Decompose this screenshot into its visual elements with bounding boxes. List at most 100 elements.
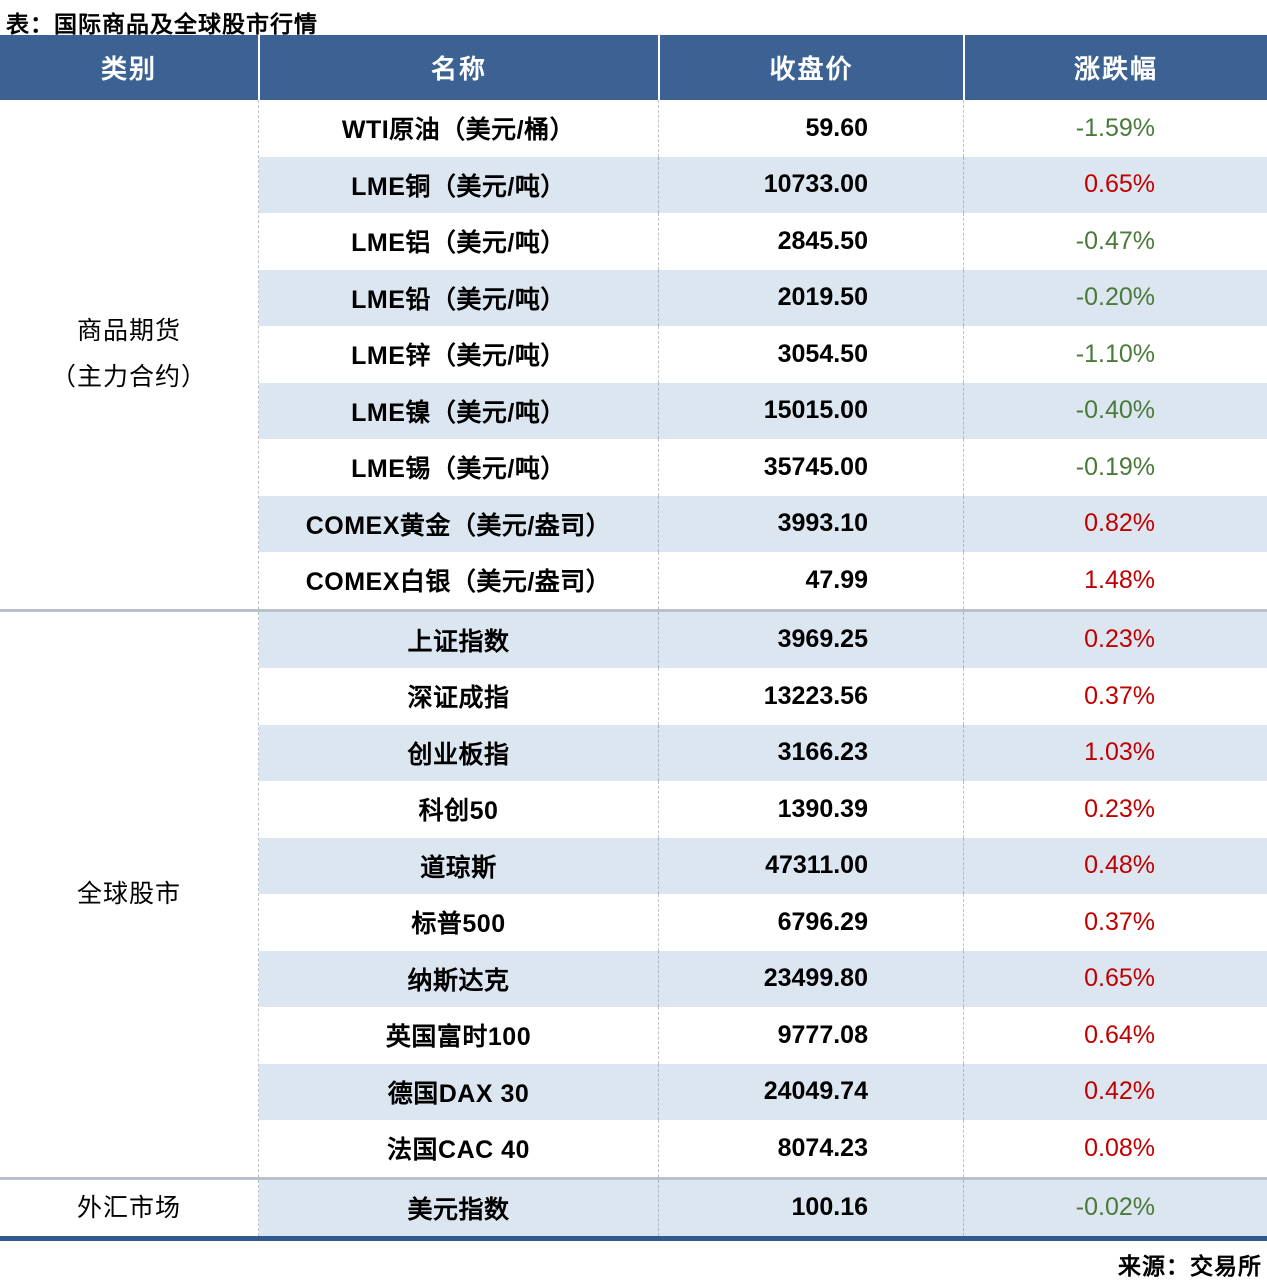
change-cell: -0.20%: [963, 269, 1267, 326]
table-row: 纳斯达克 23499.80 0.65%: [259, 950, 1267, 1007]
table-row: 标普500 6796.29 0.37%: [259, 894, 1267, 951]
close-price-cell: 24049.74: [658, 1063, 963, 1120]
table-row: LME锡（美元/吨） 35745.00 -0.19%: [259, 439, 1267, 496]
category-group: 外汇市场 美元指数 100.16 -0.02%: [0, 1176, 1267, 1236]
close-price-cell: 8074.23: [658, 1120, 963, 1177]
table-row: 德国DAX 30 24049.74 0.42%: [259, 1063, 1267, 1120]
change-cell: 0.23%: [963, 781, 1267, 838]
change-cell: 0.82%: [963, 495, 1267, 552]
name-cell: 美元指数: [407, 1195, 510, 1224]
name-cell: 科创50: [418, 797, 499, 826]
close-price-cell: 6796.29: [658, 894, 963, 951]
close-price-cell: 9777.08: [658, 1007, 963, 1064]
category-group: 商品期货 （主力合约） WTI原油（美元/桶） 59.60 -1.59% LME铜…: [0, 100, 1267, 609]
change-cell: 0.64%: [963, 1007, 1267, 1064]
close-price-cell: 35745.00: [658, 439, 963, 496]
table-row: LME铜（美元/吨） 10733.00 0.65%: [259, 156, 1267, 213]
table-header-row: 类别 名称 收盘价 涨跌幅: [0, 35, 1267, 100]
table-row: 创业板指 3166.23 1.03%: [259, 724, 1267, 781]
change-cell: 0.65%: [963, 156, 1267, 213]
table-row: 美元指数 100.16 -0.02%: [259, 1179, 1267, 1236]
name-cell: 上证指数: [407, 627, 510, 656]
close-price-cell: 1390.39: [658, 781, 963, 838]
change-cell: 0.37%: [963, 894, 1267, 951]
table-row: COMEX白银（美元/盎司） 47.99 1.48%: [259, 552, 1267, 609]
table-row: 道琼斯 47311.00 0.48%: [259, 837, 1267, 894]
column-header-close-price: 收盘价: [658, 35, 963, 100]
table-row: 英国富时100 9777.08 0.64%: [259, 1007, 1267, 1064]
category-label-line: 全球股市: [76, 879, 181, 908]
name-cell: LME铜（美元/吨）: [351, 172, 566, 201]
column-header-change: 涨跌幅: [963, 35, 1267, 100]
change-cell: -0.40%: [963, 382, 1267, 439]
change-cell: 1.48%: [963, 552, 1267, 609]
name-cell: 创业板指: [407, 740, 510, 769]
change-cell: -1.59%: [963, 100, 1267, 157]
close-price-cell: 13223.56: [658, 668, 963, 725]
change-cell: 0.42%: [963, 1063, 1267, 1120]
table-row: 法国CAC 40 8074.23 0.08%: [259, 1120, 1267, 1177]
name-cell: 道琼斯: [420, 853, 497, 882]
source-note: 来源：交易所: [1118, 1253, 1262, 1279]
close-price-cell: 3166.23: [658, 724, 963, 781]
close-price-cell: 23499.80: [658, 950, 963, 1007]
name-cell: 纳斯达克: [407, 966, 510, 995]
name-cell: 德国DAX 30: [387, 1079, 530, 1108]
table-row: LME锌（美元/吨） 3054.50 -1.10%: [259, 326, 1267, 383]
category-label-line: 外汇市场: [76, 1193, 181, 1222]
change-cell: 0.37%: [963, 668, 1267, 725]
page-title: 表：国际商品及全球股市行情: [6, 11, 318, 37]
table-row: 上证指数 3969.25 0.23%: [259, 611, 1267, 668]
name-cell: 法国CAC 40: [387, 1136, 530, 1165]
category-label-line: （主力合约）: [50, 363, 207, 392]
table-row: COMEX黄金（美元/盎司） 3993.10 0.82%: [259, 495, 1267, 552]
change-cell: -0.47%: [963, 213, 1267, 270]
category-label-line: 商品期货: [76, 317, 181, 345]
close-price-cell: 10733.00: [658, 156, 963, 213]
close-price-cell: 2019.50: [658, 269, 963, 326]
table-row: 科创50 1390.39 0.23%: [259, 781, 1267, 838]
category-group: 全球股市 上证指数 3969.25 0.23% 深证成指 13223.56 0.…: [0, 608, 1267, 1177]
market-table: 类别 名称 收盘价 涨跌幅 商品期货 （主力合约） WTI原油（美元/桶） 59.…: [0, 35, 1267, 1241]
change-cell: 0.08%: [963, 1120, 1267, 1177]
name-cell: LME铅（美元/吨）: [351, 285, 566, 314]
table-row: LME铝（美元/吨） 2845.50 -0.47%: [259, 213, 1267, 270]
close-price-cell: 100.16: [658, 1179, 963, 1236]
name-cell: WTI原油（美元/桶）: [341, 116, 576, 145]
name-cell: 标普500: [411, 910, 506, 939]
change-cell: -0.19%: [963, 439, 1267, 496]
table-row: LME铅（美元/吨） 2019.50 -0.20%: [259, 269, 1267, 326]
table-body: 商品期货 （主力合约） WTI原油（美元/桶） 59.60 -1.59% LME铜…: [0, 100, 1267, 1236]
name-cell: 英国富时100: [385, 1023, 532, 1052]
close-price-cell: 47311.00: [658, 837, 963, 894]
name-cell: LME锌（美元/吨）: [351, 342, 566, 371]
group-rows: 美元指数 100.16 -0.02%: [258, 1179, 1267, 1236]
table-row: LME镍（美元/吨） 15015.00 -0.40%: [259, 382, 1267, 439]
category-cell: 商品期货 （主力合约）: [0, 100, 258, 609]
change-cell: 1.03%: [963, 724, 1267, 781]
group-rows: WTI原油（美元/桶） 59.60 -1.59% LME铜（美元/吨） 1073…: [258, 100, 1267, 609]
name-cell: LME锡（美元/吨）: [351, 455, 566, 484]
name-cell: COMEX黄金（美元/盎司）: [305, 511, 612, 540]
change-cell: 0.48%: [963, 837, 1267, 894]
column-header-name: 名称: [258, 35, 658, 100]
name-cell: COMEX白银（美元/盎司）: [305, 568, 612, 597]
close-price-cell: 47.99: [658, 552, 963, 609]
category-cell: 全球股市: [0, 611, 258, 1177]
close-price-cell: 3993.10: [658, 495, 963, 552]
change-cell: -0.02%: [963, 1179, 1267, 1236]
category-cell: 外汇市场: [0, 1179, 258, 1236]
table-row: WTI原油（美元/桶） 59.60 -1.59%: [259, 100, 1267, 157]
name-cell: LME铝（美元/吨）: [351, 229, 566, 258]
change-cell: 0.65%: [963, 950, 1267, 1007]
close-price-cell: 59.60: [658, 100, 963, 157]
close-price-cell: 3054.50: [658, 326, 963, 383]
close-price-cell: 15015.00: [658, 382, 963, 439]
close-price-cell: 3969.25: [658, 611, 963, 668]
change-cell: 0.23%: [963, 611, 1267, 668]
table-row: 深证成指 13223.56 0.37%: [259, 668, 1267, 725]
column-header-category: 类别: [100, 54, 157, 84]
group-rows: 上证指数 3969.25 0.23% 深证成指 13223.56 0.37% 创…: [258, 611, 1267, 1177]
name-cell: LME镍（美元/吨）: [351, 398, 566, 427]
